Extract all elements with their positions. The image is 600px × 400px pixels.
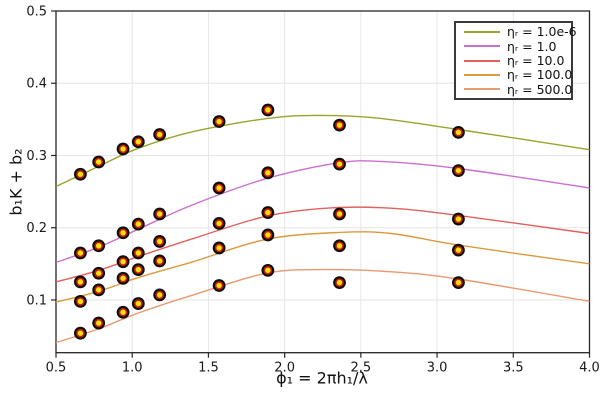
data-point-core xyxy=(120,146,126,152)
x-tick-label: 0.5 xyxy=(46,361,67,376)
data-point-core xyxy=(156,238,163,245)
legend-line-sample xyxy=(464,59,500,62)
legend-label: ηᵣ = 500.0 xyxy=(507,81,573,97)
data-point-core xyxy=(120,275,126,281)
legend-label: ηᵣ = 10.0 xyxy=(507,53,565,68)
legend-label: ηᵣ = 1.0 xyxy=(507,38,557,54)
plot-frame xyxy=(55,10,591,354)
legend-label: ηᵣ = 100.0 xyxy=(507,67,573,83)
data-point-core xyxy=(336,243,343,249)
data-point-core xyxy=(265,209,271,216)
data-point-core xyxy=(156,211,163,217)
data-point-core xyxy=(216,245,222,251)
data-point-core xyxy=(135,139,142,145)
data-point-core xyxy=(265,232,271,238)
data-point-core xyxy=(77,250,84,256)
data-point-core xyxy=(216,220,222,227)
x-tick-label: 1.5 xyxy=(198,361,219,376)
data-point-core xyxy=(77,279,84,285)
legend-item: ηᵣ = 1.0 xyxy=(464,38,571,54)
x-tick-label: 2.5 xyxy=(351,361,372,376)
data-point-core xyxy=(95,320,102,326)
x-tick-label: 4.0 xyxy=(579,361,600,376)
data-point-core xyxy=(95,270,102,276)
y-tick-label: 0.5 xyxy=(26,5,47,20)
legend-item: ηᵣ = 500.0 xyxy=(464,81,573,97)
x-tick-label: 1.0 xyxy=(122,361,143,376)
legend: ηᵣ = 1.0e-6 ηᵣ = 1.0 ηᵣ = 10.0 ηᵣ = 100.0 ηᵣ… xyxy=(454,21,577,100)
data-point-core xyxy=(135,221,142,227)
data-point-core xyxy=(77,171,84,177)
data-point-core xyxy=(77,330,84,336)
data-point-core xyxy=(120,258,126,265)
data-point-core xyxy=(95,287,102,293)
y-tick-label: 0.1 xyxy=(26,293,47,308)
data-point-core xyxy=(156,292,163,298)
legend-item: ηᵣ = 10.0 xyxy=(464,54,571,67)
x-tick-label: 2.0 xyxy=(274,361,295,376)
data-point-core xyxy=(336,161,343,167)
data-point-core xyxy=(265,107,271,113)
legend-line-sample xyxy=(464,73,500,76)
y-axis-label: b₁K + b₂ xyxy=(6,148,26,216)
data-point-core xyxy=(135,250,142,256)
data-point-core xyxy=(455,167,462,174)
y-tick-label: 0.4 xyxy=(26,77,47,92)
x-tick-label: 3.0 xyxy=(427,361,448,376)
y-tick-label: 0.2 xyxy=(26,221,47,236)
legend-item: ηᵣ = 1.0e-6 xyxy=(464,25,577,38)
data-point-core xyxy=(336,279,343,286)
legend-label: ηᵣ = 1.0e-6 xyxy=(507,24,577,40)
x-axis-label: ϕ₁ = 2πh₁/λ xyxy=(276,368,368,388)
data-point-core xyxy=(120,230,126,236)
data-point-core xyxy=(455,216,462,222)
data-point-core xyxy=(216,282,222,289)
data-point-core xyxy=(455,247,462,253)
data-point-core xyxy=(95,243,102,249)
x-tick-label: 3.5 xyxy=(503,361,524,376)
legend-line-sample xyxy=(464,45,500,48)
data-point-core xyxy=(77,298,84,305)
legend-line-sample xyxy=(464,88,500,91)
data-point-core xyxy=(135,300,142,307)
data-point-core xyxy=(265,170,271,176)
data-point-core xyxy=(265,267,271,274)
data-point-core xyxy=(336,122,343,128)
data-point-core xyxy=(455,129,462,136)
data-point-core xyxy=(95,159,102,165)
data-point-core xyxy=(156,131,163,138)
data-point-core xyxy=(216,118,222,125)
legend-item: ηᵣ = 100.0 xyxy=(464,67,573,83)
legend-line-sample xyxy=(464,30,500,33)
y-tick-label: 0.3 xyxy=(26,149,47,164)
data-point-core xyxy=(455,279,462,286)
data-point-core xyxy=(336,211,343,217)
data-point-core xyxy=(120,309,126,315)
data-point-core xyxy=(156,258,163,264)
data-point-core xyxy=(216,185,222,191)
data-point-core xyxy=(135,266,142,273)
